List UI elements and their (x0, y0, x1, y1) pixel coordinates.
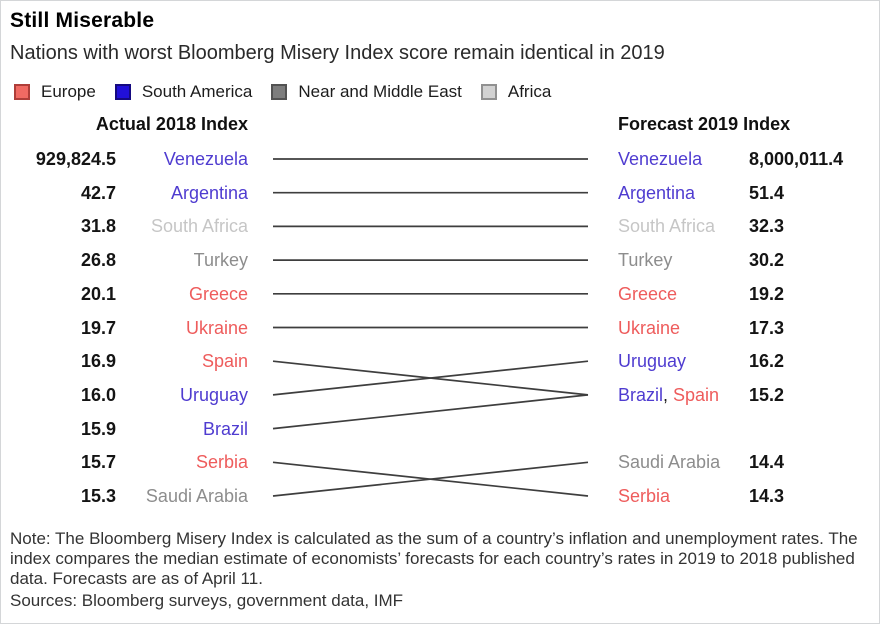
country-label-ukraine: Ukraine (185, 317, 248, 338)
country-label-greece: Greece (188, 283, 248, 304)
legend-label: Near and Middle East (298, 82, 462, 101)
column-header-forecast-2019: Forecast 2019 Index (618, 114, 791, 134)
left-country: Saudi Arabia (119, 485, 248, 507)
country-label-turkey: Turkey (618, 250, 673, 271)
right-value: 15.2 (749, 384, 785, 405)
left-country: Spain (119, 350, 248, 372)
left-value: 15.7 (80, 452, 116, 473)
right-value: 30.2 (749, 250, 785, 271)
left-country: Ukraine (119, 317, 248, 339)
left-country: Uruguay (119, 384, 248, 406)
country-label-spain: Spain (201, 351, 248, 372)
country-label-south-africa: South Africa (618, 216, 716, 237)
left-country: Argentina (119, 182, 248, 204)
legend-item-south-america: South America (114, 82, 253, 102)
right-country: Argentina (618, 182, 748, 204)
right-value: 16.2 (749, 351, 785, 372)
right-value: 32.3 (749, 216, 785, 237)
left-country: Brazil (119, 418, 248, 440)
left-value: 19.7 (80, 317, 116, 338)
country-label-uruguay: Uruguay (618, 351, 687, 372)
country-label-argentina: Argentina (618, 182, 696, 203)
left-country: South Africa (119, 215, 248, 237)
right-country: Turkey (618, 249, 748, 271)
right-country: Venezuela (618, 148, 748, 170)
right-value: 14.4 (749, 452, 785, 473)
right-value: 14.3 (749, 486, 785, 506)
country-label-spain: Spain (673, 384, 720, 405)
country-separator: , (663, 384, 674, 405)
right-country: Brazil, Spain (618, 384, 748, 406)
left-value: 929,824.5 (35, 149, 116, 169)
legend-label: South America (141, 82, 253, 101)
left-value: 42.7 (80, 182, 116, 203)
chart-subtitle: Nations with worst Bloomberg Misery Inde… (10, 42, 665, 64)
left-country: Serbia (119, 451, 248, 473)
chart-title: Still Miserable (10, 9, 155, 32)
legend-swatch-icon (271, 84, 288, 100)
sources-text: Sources: Bloomberg surveys, government d… (10, 591, 404, 610)
legend-item-africa: Africa (480, 82, 552, 102)
country-label-ukraine: Ukraine (618, 317, 681, 338)
right-country: Ukraine (618, 317, 748, 339)
legend-label: Africa (507, 82, 552, 101)
left-country: Greece (119, 283, 248, 305)
right-country: Uruguay (618, 350, 748, 372)
left-value: 16.0 (80, 384, 116, 405)
column-header-actual-2018: Actual 2018 Index (95, 114, 248, 134)
legend-swatch-icon (14, 84, 30, 100)
country-label-venezuela: Venezuela (618, 149, 703, 169)
right-country: Saudi Arabia (618, 451, 748, 473)
country-label-turkey: Turkey (193, 250, 248, 271)
left-value: 16.9 (80, 351, 116, 372)
left-country: Turkey (119, 249, 248, 271)
legend-swatch-icon (114, 84, 131, 100)
right-country: Serbia (618, 485, 748, 507)
country-label-venezuela: Venezuela (163, 149, 248, 169)
country-label-brazil: Brazil (618, 384, 664, 405)
country-label-serbia: Serbia (195, 452, 248, 473)
left-value: 26.8 (80, 250, 116, 271)
right-value: 17.3 (749, 317, 785, 338)
right-country: South Africa (618, 215, 748, 237)
note-text: Note: The Bloomberg Misery Index is calc… (10, 529, 858, 588)
country-label-greece: Greece (618, 283, 678, 304)
legend: Europe South America Near and Middle East A… (14, 82, 551, 102)
country-label-saudi-arabia: Saudi Arabia (145, 486, 248, 506)
slope-line-brazil (272, 394, 589, 430)
country-label-south-africa: South Africa (150, 216, 248, 237)
right-value: 51.4 (749, 182, 785, 203)
country-label-uruguay: Uruguay (179, 384, 248, 405)
left-country: Venezuela (119, 148, 248, 170)
country-label-serbia: Serbia (618, 486, 671, 506)
country-label-brazil: Brazil (202, 418, 248, 439)
legend-item-near-and-middle-east: Near and Middle East (271, 82, 462, 102)
legend-item-europe: Europe (14, 82, 96, 102)
country-label-argentina: Argentina (170, 182, 248, 203)
legend-swatch-icon (480, 84, 497, 100)
right-country: Greece (618, 283, 748, 305)
right-value: 8,000,011.4 (749, 149, 844, 169)
left-value: 20.1 (80, 283, 116, 304)
left-value: 15.3 (80, 486, 116, 506)
slope-line-saudi-arabia (272, 461, 589, 497)
left-value: 31.8 (80, 216, 116, 237)
slope-line-uruguay (272, 360, 589, 396)
country-label-saudi-arabia: Saudi Arabia (618, 452, 721, 473)
legend-label: Europe (41, 82, 96, 101)
left-value: 15.9 (80, 418, 116, 439)
right-value: 19.2 (749, 283, 785, 304)
